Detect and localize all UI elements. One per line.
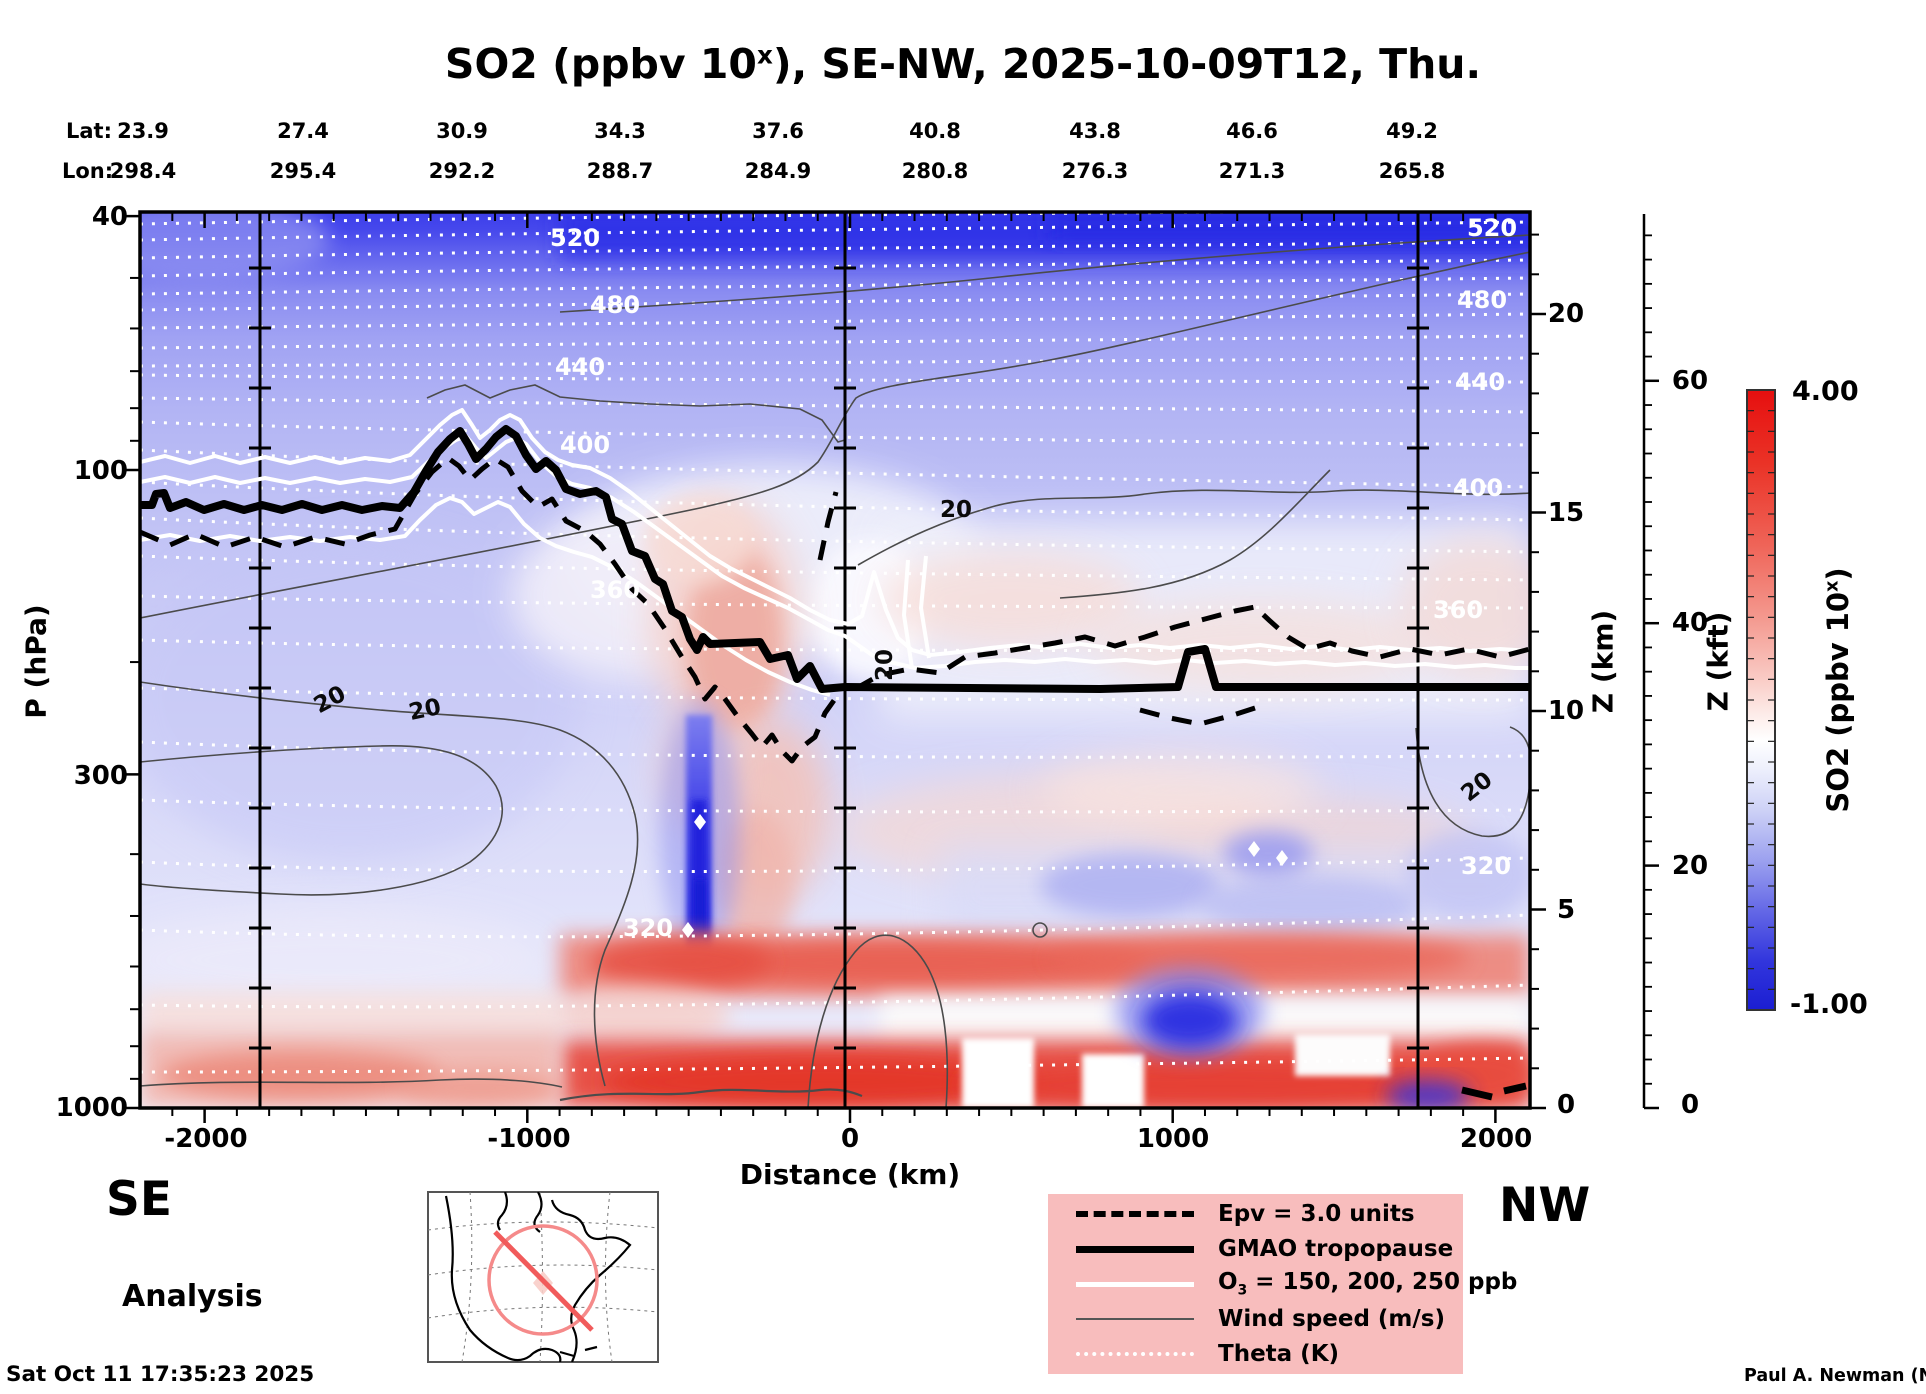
- legend-item-wind: Wind speed (m/s): [1048, 1304, 1463, 1334]
- colorbar-max-label: 4.00: [1792, 376, 1859, 407]
- lon-value: 276.3: [1061, 159, 1129, 183]
- p-tick-1000: 1000: [55, 1093, 128, 1123]
- distance-axis-label: Distance (km): [739, 1158, 961, 1191]
- p-tick-40: 40: [91, 202, 128, 232]
- theta-contour-label: 400: [559, 431, 611, 459]
- lat-value: 43.8: [1069, 119, 1121, 143]
- legend-label: GMAO tropopause: [1218, 1236, 1454, 1262]
- legend-item-tropopause: GMAO tropopause: [1048, 1234, 1463, 1264]
- legend-item-theta: Theta (K): [1048, 1339, 1463, 1369]
- zkm-tick: 0: [1556, 1090, 1576, 1120]
- p-tick-300: 300: [73, 761, 128, 791]
- lat-value: 23.9: [117, 119, 169, 143]
- p-tick-100: 100: [73, 456, 128, 486]
- waypoint-marker-lines: [249, 212, 1429, 1108]
- lon-value: 292.2: [428, 159, 496, 183]
- lat-value: 37.6: [752, 119, 804, 143]
- lat-row-label: Lat:: [66, 119, 112, 143]
- lat-value: 30.9: [436, 119, 488, 143]
- x-tick: -1000: [487, 1124, 571, 1154]
- pressure-axis-label: P (hPa): [19, 604, 53, 719]
- zkft-tick: 0: [1680, 1090, 1700, 1120]
- wind-contour-label: 20: [939, 497, 972, 523]
- z-km-axis-label: Z (km): [1586, 609, 1620, 714]
- legend-label: Epv = 3.0 units: [1218, 1201, 1415, 1227]
- x-tick: 2000: [1459, 1124, 1533, 1154]
- credit: Paul A. Newman (NASA: [1744, 1366, 1926, 1386]
- lat-value: 46.6: [1226, 119, 1278, 143]
- lon-value: 280.8: [901, 159, 969, 183]
- zkm-tick: 10: [1547, 696, 1585, 726]
- epv-contour: [140, 455, 1530, 764]
- page-title: SO2 (ppbv 10x), SE-NW, 2025-10-09T12, Th…: [444, 40, 1482, 88]
- lat-value: 34.3: [594, 119, 646, 143]
- lon-value: 271.3: [1218, 159, 1286, 183]
- map-inset: [427, 1191, 659, 1363]
- zkm-tick: 20: [1547, 299, 1585, 329]
- diamond-markers: [682, 814, 1288, 938]
- thick-line-swatch: [1076, 1245, 1194, 1253]
- lon-value: 288.7: [586, 159, 654, 183]
- legend: Epv = 3.0 units GMAO tropopause O3 = 150…: [1048, 1194, 1517, 1374]
- zkm-tick: 5: [1556, 895, 1576, 925]
- analysis-label: Analysis: [122, 1279, 263, 1314]
- zkm-tick: 15: [1547, 498, 1585, 528]
- x-tick: 0: [840, 1124, 860, 1154]
- theta-contour-label: 440: [1454, 368, 1506, 396]
- theta-contours: [140, 212, 1530, 1074]
- corner-label-nw: NW: [1499, 1178, 1591, 1233]
- corner-label-se: SE: [106, 1172, 172, 1227]
- map-coastline: [444, 1192, 632, 1362]
- gray-line-swatch: [1076, 1318, 1194, 1320]
- wind-contour-label: 20: [872, 649, 898, 682]
- lon-value: 284.9: [744, 159, 812, 183]
- lon-row-label: Lon:: [62, 159, 114, 183]
- dashed-line-swatch: [1076, 1211, 1194, 1217]
- theta-contour-label: 480: [1456, 286, 1508, 314]
- legend-label: O3 = 150, 200, 250 ppb: [1218, 1269, 1518, 1299]
- white-line-swatch: [1076, 1281, 1194, 1287]
- theta-contour-label: 520: [549, 224, 601, 252]
- legend-label: Wind speed (m/s): [1218, 1306, 1446, 1332]
- map-range-ring: [487, 1224, 599, 1336]
- theta-contour-label: 440: [554, 353, 606, 381]
- theta-contour-label: 320: [1460, 852, 1512, 880]
- wind-speed-contours: [140, 234, 1530, 1108]
- lat-value: 27.4: [277, 119, 329, 143]
- colorbar-title: SO2 (ppbv 10x): [1821, 567, 1855, 813]
- lon-value: 265.8: [1378, 159, 1446, 183]
- dotted-line-swatch: [1076, 1352, 1194, 1356]
- timestamp: Sat Oct 11 17:35:23 2025: [6, 1362, 315, 1387]
- map-transect-line: [493, 1230, 594, 1332]
- lat-value: 40.8: [909, 119, 961, 143]
- theta-contour-label: 520: [1466, 214, 1518, 242]
- gmao-tropopause-line: [140, 425, 1530, 693]
- theta-contour-label: 480: [589, 291, 641, 319]
- x-tick: -2000: [164, 1124, 248, 1154]
- lon-value: 295.4: [269, 159, 337, 183]
- theta-contour-label: 400: [1452, 474, 1504, 502]
- zkft-tick: 60: [1671, 366, 1709, 396]
- x-tick: 1000: [1136, 1124, 1210, 1154]
- z-kft-axis-label: Z (kft): [1701, 611, 1735, 712]
- zkft-tick: 20: [1671, 851, 1709, 881]
- colorbar: [1746, 389, 1776, 1011]
- lon-value: 298.4: [109, 159, 177, 183]
- plot-frame: [138, 210, 1532, 1110]
- theta-contour-label: 360: [589, 576, 641, 604]
- legend-item-ozone: O3 = 150, 200, 250 ppb: [1048, 1269, 1517, 1299]
- legend-label: Theta (K): [1218, 1341, 1340, 1367]
- colorbar-min-label: -1.00: [1790, 989, 1868, 1020]
- lat-value: 49.2: [1386, 119, 1438, 143]
- legend-item-epv: Epv = 3.0 units: [1048, 1199, 1463, 1229]
- theta-contour-label: 320: [622, 914, 674, 942]
- zkft-tick: 40: [1671, 608, 1709, 638]
- theta-contour-label: 360: [1432, 596, 1484, 624]
- so2-color-field: [140, 212, 1530, 1108]
